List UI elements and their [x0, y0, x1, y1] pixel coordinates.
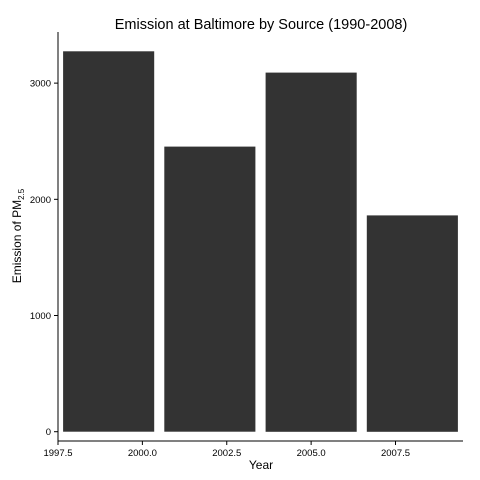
bar-2002 — [164, 146, 256, 432]
bar-2005 — [265, 72, 357, 432]
y-tick-label: 3000 — [30, 79, 51, 90]
x-tick-label: 1997.5 — [43, 448, 72, 459]
y-axis-label-main: Emission of PM — [10, 200, 24, 283]
y-tick-label: 1000 — [30, 311, 51, 322]
bars-group — [63, 51, 458, 432]
x-tick-label: 2000.0 — [128, 448, 157, 459]
bar-2008 — [366, 215, 458, 432]
y-axis-ticks: 0 1000 2000 3000 — [30, 79, 58, 438]
y-tick-label: 0 — [46, 427, 51, 438]
x-axis-label: Year — [249, 458, 273, 472]
x-axis-ticks: 1997.5 2000.0 2002.5 2005.0 2007.5 — [43, 441, 410, 459]
x-tick-label: 2002.5 — [212, 448, 241, 459]
x-tick-label: 2005.0 — [297, 448, 326, 459]
bar-1999 — [63, 51, 155, 432]
chart-title: Emission at Baltimore by Source (1990-20… — [115, 17, 408, 33]
y-axis-label-subscript: 2.5 — [17, 188, 26, 200]
y-tick-label: 2000 — [30, 195, 51, 206]
y-axis-label: Emission of PM2.5 — [10, 188, 26, 283]
x-tick-label: 2007.5 — [381, 448, 410, 459]
